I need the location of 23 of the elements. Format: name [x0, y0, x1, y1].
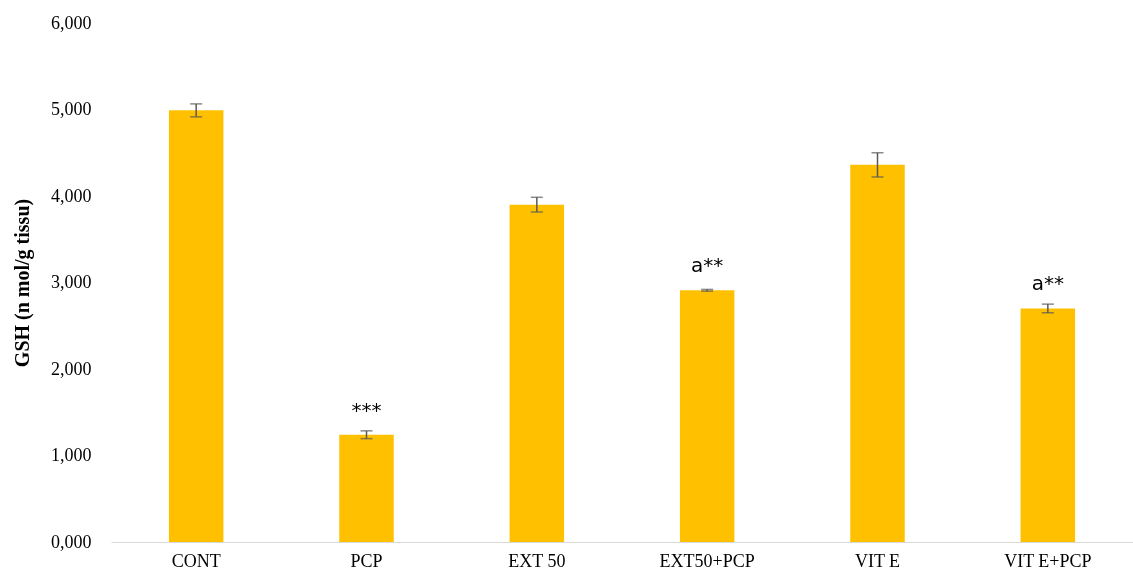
- y-tick-label: 4,000: [51, 185, 92, 206]
- annotation: a**: [1031, 271, 1064, 296]
- bar: [168, 110, 224, 542]
- y-axis-title: GSH (n mol/g tissu): [11, 198, 34, 368]
- bar: [509, 204, 565, 542]
- bar: [339, 434, 394, 542]
- x-tick-label: VIT E: [854, 550, 901, 571]
- y-tick-label: 6,000: [51, 12, 92, 33]
- annotation: ***: [351, 397, 382, 422]
- bar: [1020, 308, 1076, 542]
- x-tick-label: VIT E+PCP: [1004, 550, 1092, 571]
- y-tick-label: 0,000: [51, 531, 92, 552]
- y-tick-label: 5,000: [51, 99, 92, 119]
- x-tick-label: EXT 50: [508, 550, 566, 571]
- y-tick-label: 2,000: [51, 358, 92, 379]
- annotation: a**: [691, 253, 724, 278]
- y-tick-label: 3,000: [51, 272, 92, 292]
- bar: [679, 290, 735, 542]
- x-tick-label: PCP: [350, 550, 383, 571]
- y-tick-label: 1,000: [51, 445, 92, 465]
- x-tick-label: CONT: [171, 550, 221, 571]
- x-tick-label: EXT50+PCP: [659, 550, 755, 571]
- bar: [850, 164, 905, 542]
